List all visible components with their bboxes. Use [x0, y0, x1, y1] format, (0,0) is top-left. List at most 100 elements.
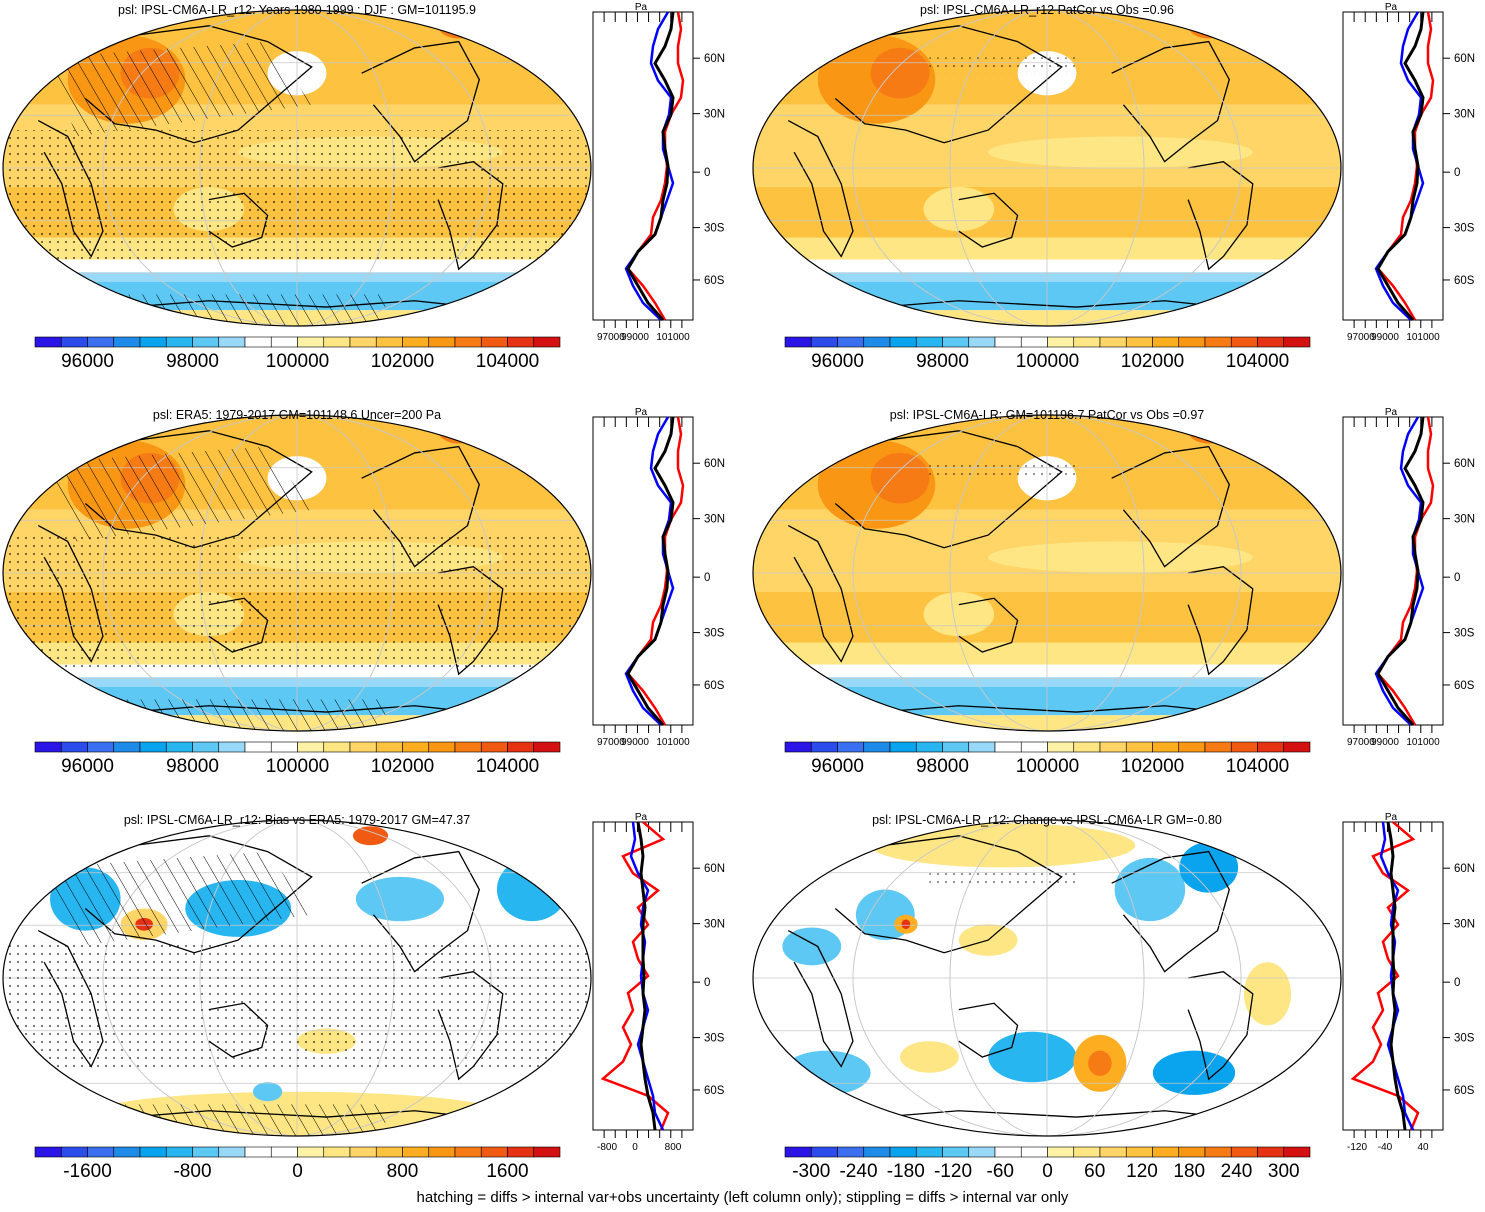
- panel-title: psl: IPSL-CM6A-LR_r12: Years 1980-1999 :…: [118, 3, 476, 17]
- colorbar-swatch: [244, 1146, 272, 1158]
- colorbar-swatch: [454, 336, 482, 348]
- colorbar-swatch: [1204, 1146, 1232, 1158]
- colorbar-swatch: [1099, 336, 1127, 348]
- profile-x-label: 97000: [597, 737, 625, 748]
- colorbar-label: 100000: [266, 756, 329, 777]
- colorbar-swatch: [1020, 336, 1048, 348]
- colorbar-swatch: [507, 1146, 535, 1158]
- profile-curve-blue: [629, 821, 665, 1131]
- colorbar-label: 98000: [166, 756, 219, 777]
- map-border: [752, 9, 1342, 327]
- stippling: [929, 462, 1077, 479]
- contour-blob: [782, 1050, 871, 1095]
- africa-outline: [787, 930, 854, 1068]
- profile-lat-label: 30N: [704, 919, 725, 931]
- colorbar-swatch: [402, 336, 430, 348]
- colorbar-swatch: [533, 1146, 561, 1158]
- colorbar-swatch: [837, 741, 865, 753]
- map-field: [753, 10, 1341, 326]
- colorbar-label: 800: [387, 1161, 419, 1182]
- map-border: [2, 9, 592, 327]
- graticule-meridian: [852, 415, 1242, 731]
- profile-unit: Pa: [635, 812, 648, 823]
- profile-lat-label: 30N: [1454, 109, 1475, 121]
- profile-unit: Pa: [1385, 2, 1398, 13]
- antarctica-outline: [841, 300, 1253, 311]
- panel-title: psl: IPSL-CM6A-LR_r12 PatCor vs Obs =0.9…: [920, 3, 1174, 17]
- colorbar-swatch: [34, 1146, 62, 1158]
- map-border: [752, 414, 1342, 732]
- colorbar-swatch: [139, 336, 167, 348]
- colorbar-swatch: [1152, 741, 1180, 753]
- colorbar-swatch: [994, 336, 1022, 348]
- profile-lat-label: 0: [1454, 572, 1460, 584]
- hatching: [47, 41, 312, 137]
- stippling: [3, 535, 591, 668]
- contour-blob: [870, 452, 930, 504]
- profile-frame: [1342, 11, 1444, 321]
- colorbar-label: -180: [887, 1161, 925, 1182]
- profile-lat-label: 60S: [704, 275, 725, 287]
- colorbar-swatch: [1020, 1146, 1048, 1158]
- profile-unit: Pa: [635, 2, 648, 13]
- colorbar-swatch: [994, 741, 1022, 753]
- colorbar-swatch: [323, 1146, 351, 1158]
- profile-curve-red: [1350, 821, 1420, 1131]
- profile-lat-label: 30N: [1454, 514, 1475, 526]
- colorbar-swatch: [428, 1146, 456, 1158]
- colorbar-swatch: [837, 1146, 865, 1158]
- profile-lat-label: 60N: [704, 53, 725, 65]
- colorbar-swatch: [349, 741, 377, 753]
- colorbar-swatch: [968, 741, 996, 753]
- colorbar-swatch: [1283, 741, 1311, 753]
- colorbar-swatch: [863, 741, 891, 753]
- profile-x-label: -800: [597, 1142, 617, 1153]
- graticule-meridian: [949, 10, 1145, 326]
- profile-lat-label: 0: [1454, 977, 1460, 989]
- colorbar-swatch: [87, 741, 115, 753]
- colorbar-label: 1600: [486, 1161, 528, 1182]
- profile-lat-label: 0: [1454, 167, 1460, 179]
- colorbar-swatch: [113, 336, 141, 348]
- colorbar-swatch: [139, 1146, 167, 1158]
- contour-blob: [900, 1041, 959, 1073]
- africa-outline: [787, 525, 854, 663]
- colorbar-swatch: [1099, 741, 1127, 753]
- colorbar-label: 104000: [1226, 351, 1289, 372]
- colorbar-swatch: [942, 1146, 970, 1158]
- graticule-meridian: [852, 10, 1242, 326]
- colorbar-swatch: [1020, 741, 1048, 753]
- north-america-outline: [1111, 40, 1230, 163]
- north-america-outline: [1111, 850, 1230, 973]
- colorbar-swatch: [942, 741, 970, 753]
- colorbar: 96000 98000 100000 102000 104000: [784, 336, 1311, 372]
- colorbar-label: -240: [839, 1161, 877, 1182]
- contour-blob: [870, 47, 930, 99]
- stippling: [3, 940, 591, 1073]
- colorbar-swatch: [87, 336, 115, 348]
- profile-x-label: 97000: [597, 332, 625, 343]
- colorbar-swatch: [1178, 1146, 1206, 1158]
- colorbar-swatch: [1283, 336, 1311, 348]
- panel-title: psl: IPSL-CM6A-LR: GM=101196.7 PatCor vs…: [890, 408, 1205, 422]
- colorbar-swatch: [810, 741, 838, 753]
- profile-x-label: 97000: [1347, 332, 1375, 343]
- colorbar-swatch: [1178, 336, 1206, 348]
- colorbar-swatch: [349, 1146, 377, 1158]
- profile-lat-label: 60N: [1454, 458, 1475, 470]
- contour-blob: [1243, 962, 1292, 1026]
- australia-outline: [958, 597, 1019, 653]
- colorbar-label: 102000: [371, 351, 434, 372]
- contour-blob: [988, 1031, 1077, 1083]
- south-america-outline: [1187, 565, 1254, 676]
- colorbar-swatch: [1283, 1146, 1311, 1158]
- colorbar-swatch: [1073, 741, 1101, 753]
- colorbar-swatch: [784, 1146, 812, 1158]
- colorbar-swatch: [113, 741, 141, 753]
- colorbar-label: -800: [173, 1161, 211, 1182]
- colorbar-label: 60: [1084, 1161, 1105, 1182]
- colorbar-swatch: [87, 1146, 115, 1158]
- colorbar-swatch: [889, 1146, 917, 1158]
- profile-curve-red: [626, 11, 685, 321]
